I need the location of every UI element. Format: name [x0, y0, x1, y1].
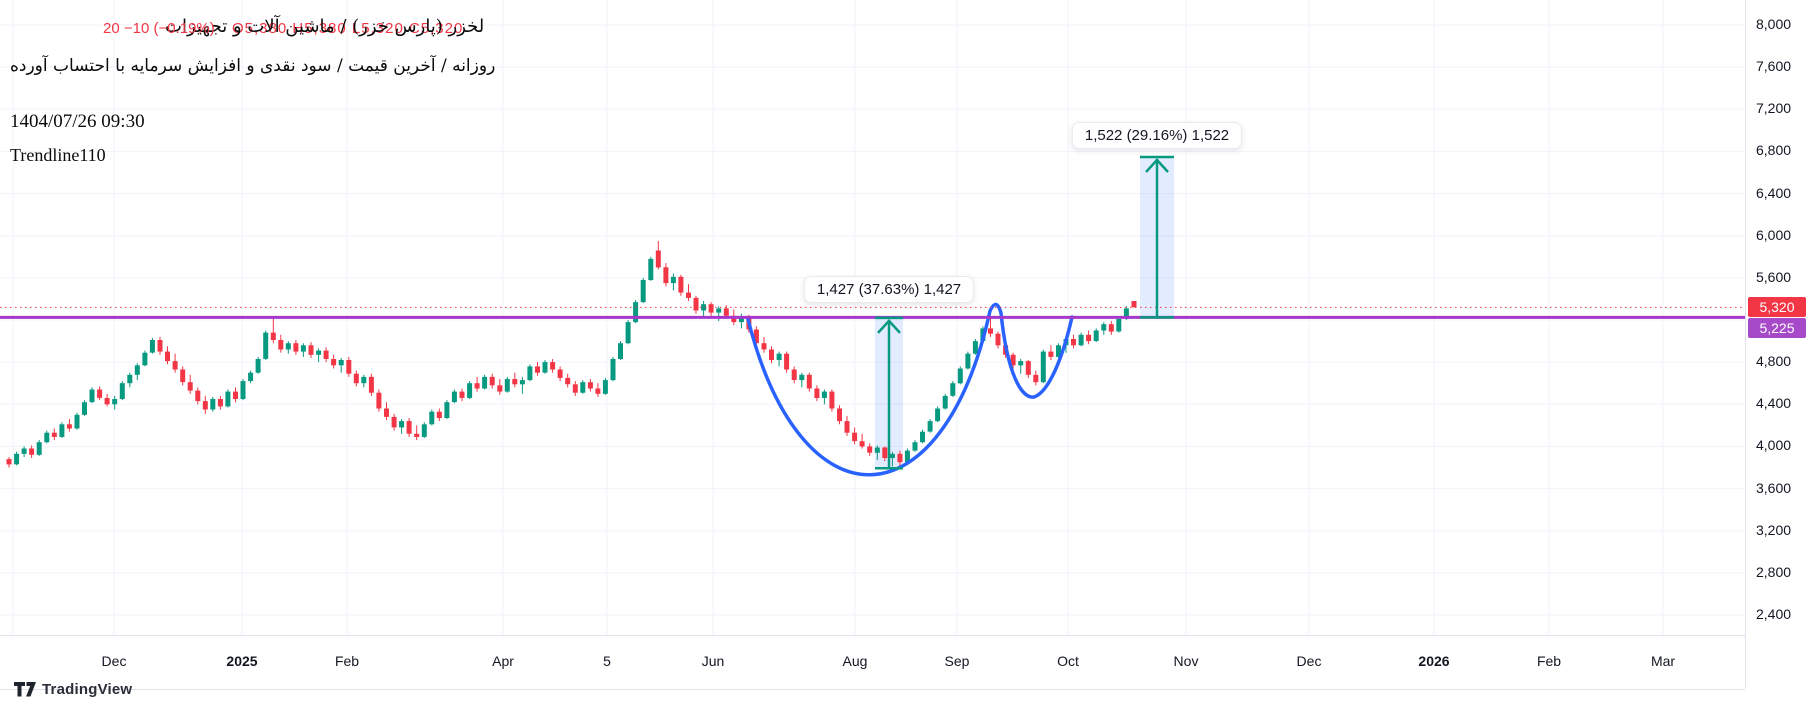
trendline-price-tag: 5,225: [1748, 318, 1806, 339]
measure-arrow-0[interactable]: [875, 316, 903, 470]
x-axis-tick-label: Aug: [842, 653, 868, 669]
measure-arrow-1[interactable]: [1140, 155, 1174, 319]
y-axis-tick-label: 4,800: [1756, 353, 1792, 370]
y-axis-tick-label: 5,600: [1756, 268, 1792, 285]
y-axis-tick-label: 8,000: [1756, 16, 1792, 32]
y-axis-tick-label: 7,600: [1756, 58, 1792, 75]
x-axis-tick-label: Oct: [1057, 653, 1079, 669]
tradingview-brand-text: TradingView: [42, 681, 133, 698]
y-axis-tick-label: 4,400: [1756, 395, 1792, 412]
bar-datetime: 1404/07/26 09:30: [10, 111, 145, 132]
x-axis-tick-label: 2026: [1418, 653, 1450, 669]
ohlc-values: O5,380 H5,380 L5,320 C5,320: [232, 20, 464, 37]
series-description: روزانه / آخرین قیمت / سود نقدی و افزایش …: [10, 56, 496, 76]
tradingview-icon: [14, 682, 36, 697]
y-axis-tick-label: 2,800: [1756, 563, 1792, 580]
chart-plot-area[interactable]: 20 −10 (−0.19%) O5,380 H5,380 L5,320 C5,…: [0, 0, 1745, 635]
tradingview-logo[interactable]: TradingView: [14, 681, 132, 698]
x-axis-tick-label: Dec: [1296, 653, 1322, 669]
x-axis-tick-label: Feb: [334, 653, 360, 669]
y-axis-tick-label: 3,200: [1756, 521, 1792, 538]
y-axis-tick-label: 7,200: [1756, 100, 1792, 117]
time-axis[interactable]: Dec 2025 Feb Apr 5 Jun Aug Sep Oct Nov Dec 2026 Feb M…: [0, 635, 1745, 690]
y-axis-tick-label: 6,400: [1756, 184, 1792, 201]
measurement-label-target[interactable]: 1,522 (29.16%) 1,522: [1071, 122, 1243, 149]
symbol-title[interactable]: لخزر (پارس خزر) / ماشین آلات و تجهیزات: [165, 16, 485, 37]
y-axis-tick-label: 6,000: [1756, 226, 1792, 243]
x-axis-tick-label: Dec: [101, 653, 127, 669]
x-axis-tick-label: 5: [603, 653, 611, 669]
last-price-tag: 5,320: [1748, 297, 1806, 318]
x-axis-tick-label: Nov: [1173, 653, 1199, 669]
x-axis-tick-label: Jun: [701, 653, 725, 669]
x-axis-tick-label: Mar: [1650, 653, 1676, 669]
y-axis-tick-label: 4,000: [1756, 437, 1792, 454]
y-axis-tick-label: 2,400: [1756, 606, 1792, 622]
price-change-value: 20 −10 (−0.19%): [103, 20, 215, 37]
cup-handle-curve[interactable]: [746, 302, 1074, 477]
x-axis-tick-label: 2025: [226, 653, 258, 669]
indicator-label[interactable]: Trendline110: [10, 145, 106, 165]
candlestick-chart[interactable]: [0, 0, 1745, 635]
measurement-label-cup[interactable]: 1,427 (37.63%) 1,427: [803, 276, 975, 303]
price-axis[interactable]: 5,320 5,225 8,000 7,600 7,200 6,800 6,400 6,0…: [1745, 0, 1816, 688]
x-axis-tick-label: Sep: [944, 653, 970, 669]
y-axis-tick-label: 3,600: [1756, 479, 1792, 496]
y-axis-tick-label: 6,800: [1756, 142, 1792, 159]
x-axis-tick-label: Feb: [1536, 653, 1562, 669]
x-axis-tick-label: Apr: [492, 653, 514, 669]
